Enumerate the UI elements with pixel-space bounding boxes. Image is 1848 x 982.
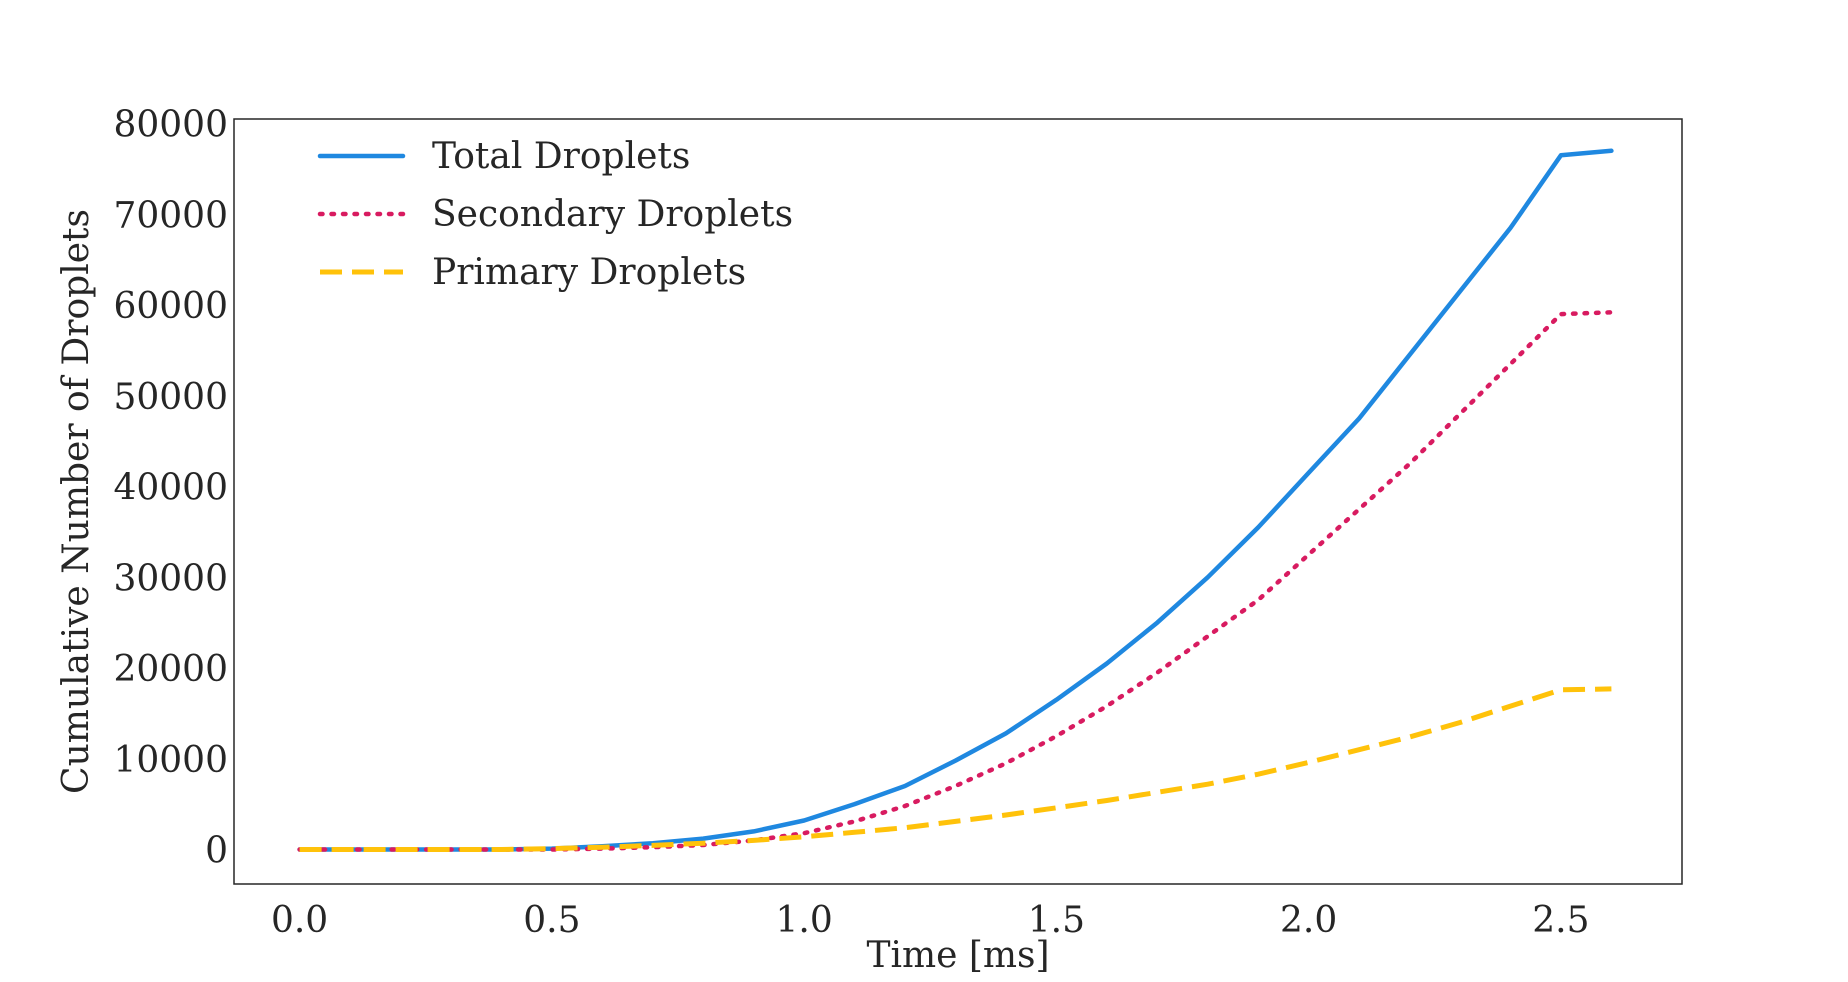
- y-axis-ticks: 0 10000 20000 30000 40000 50000 60000 70000 8000…: [113, 105, 228, 872]
- legend: Total Droplets Secondary Droplets Primary …: [317, 136, 793, 293]
- x-tick-label: 0.0: [271, 900, 328, 941]
- y-tick-label: 20000: [113, 649, 228, 690]
- y-tick-label: 50000: [113, 377, 228, 418]
- y-tick-label: 80000: [113, 105, 228, 146]
- y-tick-label: 60000: [113, 286, 228, 327]
- plot-frame: [233, 118, 1683, 885]
- y-tick-label: 0: [205, 831, 228, 872]
- series-line-primary-droplets: [299, 686, 1612, 852]
- x-tick-label: 2.0: [1280, 900, 1337, 941]
- series-lines: [297, 148, 1614, 852]
- x-tick-label: 1.0: [775, 900, 832, 941]
- y-tick-label: 10000: [113, 740, 228, 781]
- series-line-secondary-droplets: [297, 310, 1614, 852]
- x-axis-title: Time [ms]: [866, 935, 1049, 976]
- y-tick-label: 40000: [113, 468, 228, 509]
- x-axis-ticks: 0.0 0.5 1.0 1.5 2.0 2.5: [271, 900, 1590, 941]
- y-tick-label: 70000: [113, 195, 228, 236]
- x-tick-label: 1.5: [1028, 900, 1085, 941]
- x-tick-label: 0.5: [523, 900, 580, 941]
- y-tick-label: 30000: [113, 558, 228, 599]
- y-axis-title: Cumulative Number of Droplets: [56, 209, 97, 794]
- x-tick-label: 2.5: [1532, 900, 1589, 941]
- legend-label: Primary Droplets: [432, 252, 746, 293]
- legend-label: Secondary Droplets: [432, 194, 793, 235]
- legend-label: Total Droplets: [432, 136, 690, 177]
